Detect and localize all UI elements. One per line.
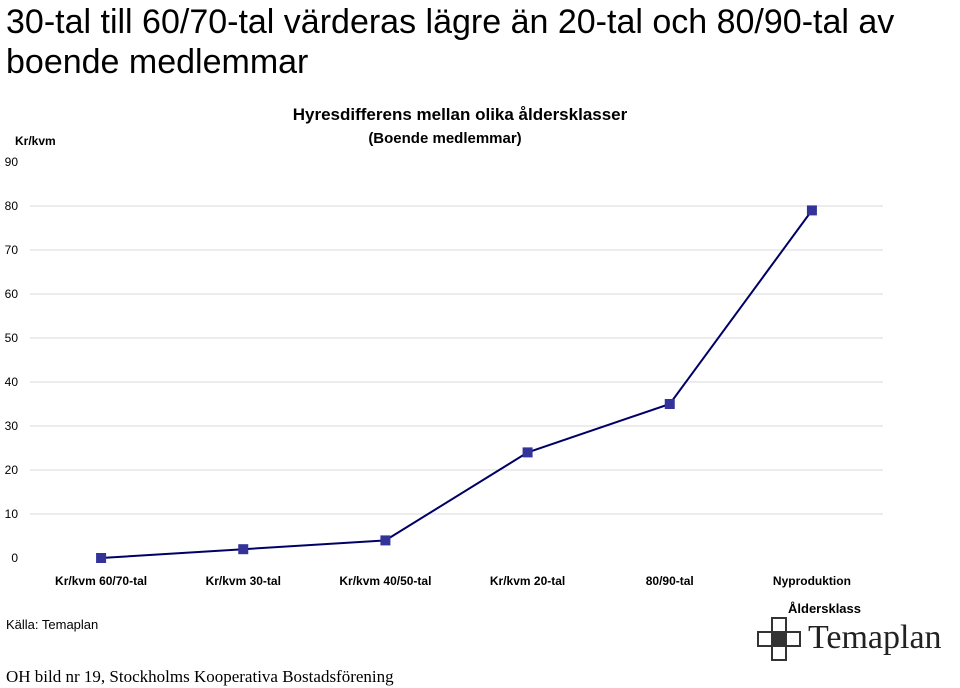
y-tick-labels: 0 10 20 30 40 50 60 70 80 90 — [5, 155, 19, 565]
slide-title: 30-tal till 60/70-tal värderas lägre än … — [6, 2, 960, 82]
y-tick-label-10: 10 — [5, 507, 19, 521]
grid-lines — [30, 205, 883, 515]
y-tick-label-0: 0 — [11, 551, 18, 565]
y-tick-label-70: 70 — [5, 243, 19, 257]
x-tick-labels: Kr/kvm 60/70-tal Kr/kvm 30-tal Kr/kvm 40/5… — [55, 574, 851, 588]
y-tick-label-20: 20 — [5, 463, 19, 477]
y-axis-label: Kr/kvm — [15, 134, 56, 148]
x-tick-label-1: Kr/kvm 30-tal — [206, 574, 281, 588]
temaplan-logo: Temaplan — [756, 616, 956, 662]
y-tick-label-40: 40 — [5, 375, 19, 389]
y-tick-label-50: 50 — [5, 331, 19, 345]
y-tick-label-60: 60 — [5, 287, 19, 301]
chart-title: Hyresdifferens mellan olika åldersklasse… — [293, 105, 628, 124]
x-tick-label-0: Kr/kvm 60/70-tal — [55, 574, 147, 588]
source-note: Källa: Temaplan — [6, 617, 99, 632]
logo-text: Temaplan — [808, 619, 942, 656]
data-point-1 — [238, 544, 249, 555]
data-point-2 — [380, 535, 391, 546]
x-axis-label: Åldersklass — [788, 601, 861, 616]
data-point-3 — [522, 447, 533, 458]
y-tick-label-90: 90 — [5, 155, 19, 169]
data-point-4 — [664, 399, 675, 409]
series-line — [101, 209, 813, 559]
temaplan-logo-mark-icon — [757, 617, 801, 661]
slide-title-line-2: boende medlemmar — [6, 43, 309, 81]
x-tick-label-2: Kr/kvm 40/50-tal — [339, 574, 431, 588]
data-point-5 — [806, 205, 817, 216]
y-tick-label-80: 80 — [5, 199, 19, 213]
y-tick-label-30: 30 — [5, 419, 19, 433]
x-tick-label-5: Nyproduktion — [773, 574, 851, 588]
x-tick-label-3: Kr/kvm 20-tal — [490, 574, 565, 588]
series-markers — [96, 205, 817, 563]
data-point-0 — [96, 553, 107, 563]
footer-note: OH bild nr 19, Stockholms Kooperativa Bo… — [6, 667, 394, 686]
slide-title-line-1: 30-tal till 60/70-tal värderas lägre än … — [6, 3, 895, 41]
chart-subtitle: (Boende medlemmar) — [368, 130, 521, 147]
series-line-path — [101, 209, 813, 559]
x-tick-label-4: 80/90-tal — [646, 574, 694, 588]
